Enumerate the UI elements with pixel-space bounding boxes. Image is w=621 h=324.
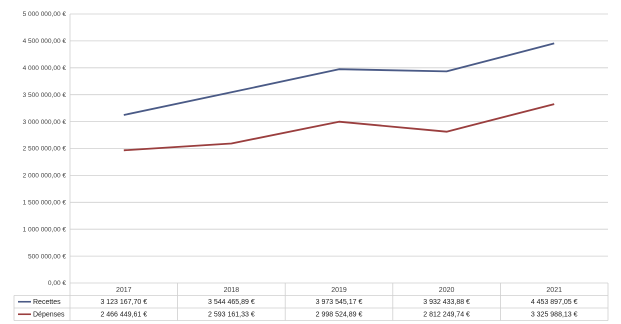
- series-line: [123, 42, 555, 116]
- legend-label: Recettes: [33, 299, 61, 306]
- y-tick-label: 0,00 €: [48, 280, 66, 287]
- data-table-cell: 3 932 433,88 €: [423, 299, 470, 306]
- data-table-cell: 3 123 167,70 €: [100, 299, 147, 306]
- data-table-cell: 2 593 161,33 €: [208, 312, 255, 319]
- x-tick-label: 2017: [116, 287, 132, 294]
- y-tick-label: 4 000 000,00 €: [23, 65, 67, 72]
- y-tick-label: 3 000 000,00 €: [23, 119, 67, 126]
- x-tick-label: 2019: [331, 287, 347, 294]
- data-table-cell: 2 466 449,61 €: [100, 312, 147, 319]
- x-tick-label: 2021: [546, 287, 562, 294]
- y-tick-label: 3 500 000,00 €: [23, 92, 67, 99]
- y-tick-label: 5 000 000,00 €: [23, 11, 67, 18]
- data-table-cell: 2 998 524,89 €: [316, 312, 363, 319]
- legend-label: Dépenses: [33, 312, 65, 319]
- data-table-cell: 4 453 897,05 €: [531, 299, 578, 306]
- x-tick-label: 2020: [439, 287, 455, 294]
- y-axis-tick-labels: 0,00 € 500 000,00 € 1 000 000,00 € 1 500 00…: [23, 11, 67, 287]
- y-tick-label: 500 000,00 €: [28, 253, 66, 260]
- data-table-cell: 3 325 988,13 €: [531, 312, 578, 319]
- y-tick-label: 2 500 000,00 €: [23, 146, 67, 153]
- series-lines: [123, 42, 555, 152]
- y-tick-label: 2 000 000,00 €: [23, 173, 67, 180]
- x-tick-label: 2018: [224, 287, 240, 294]
- data-table: 2017 2018 2019 2020 2021 Recettes 3 123 167,70…: [13, 14, 609, 321]
- y-tick-label: 1 500 000,00 €: [23, 200, 67, 207]
- data-table-cell: 3 544 465,89 €: [208, 299, 255, 306]
- y-tick-label: 1 000 000,00 €: [23, 226, 67, 233]
- series-line: [123, 103, 555, 152]
- data-table-cell: 3 973 545,17 €: [316, 299, 363, 306]
- data-table-cell: 2 812 249,74 €: [423, 312, 470, 319]
- y-tick-label: 4 500 000,00 €: [23, 38, 67, 45]
